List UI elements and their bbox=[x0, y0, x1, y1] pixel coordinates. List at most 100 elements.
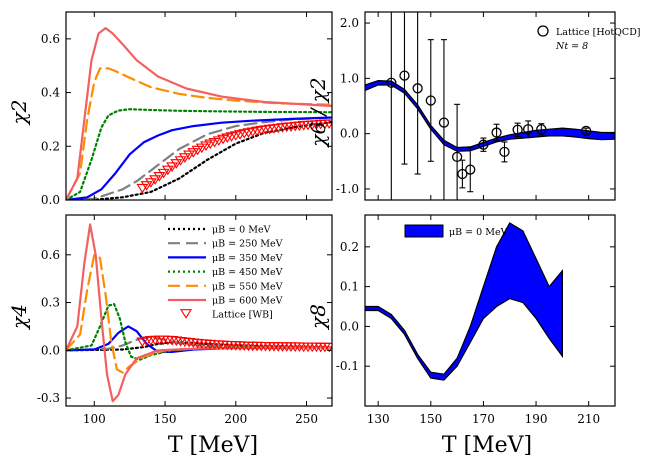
lattice-hotqcd-point bbox=[399, 70, 410, 81]
chi8-xtick-label: 170 bbox=[472, 412, 495, 426]
lattice-hotqcd-point bbox=[512, 124, 523, 135]
chi2-series-line bbox=[66, 108, 332, 200]
lattice-wb-marker bbox=[187, 148, 200, 158]
lattice-hotqcd-point bbox=[523, 124, 534, 135]
lattice-wb-marker bbox=[153, 172, 166, 182]
lattice-hotqcd-point bbox=[491, 127, 502, 138]
chi4-ytick-label: 0.6 bbox=[41, 248, 60, 262]
lattice-wb-marker bbox=[174, 156, 187, 166]
chi6-ytick-label: -1.0 bbox=[336, 182, 359, 196]
legend-label: μB = 450 MeV bbox=[212, 267, 283, 278]
lattice-wb-marker bbox=[140, 181, 153, 191]
chi8-xtick-label: 130 bbox=[367, 412, 390, 426]
chi8-ylabel: χ8 bbox=[306, 304, 330, 331]
x-axis-label-left: T [MeV] bbox=[168, 433, 258, 458]
chi4-ytick-label: 0.3 bbox=[41, 296, 60, 310]
chi4-xtick-label: 200 bbox=[224, 412, 247, 426]
chi2-series-line bbox=[66, 67, 332, 200]
lattice-hotqcd-point bbox=[412, 83, 423, 94]
chi2-series-line bbox=[66, 121, 332, 200]
lattice-wb-marker bbox=[149, 175, 162, 185]
chi6-plot-area bbox=[365, 12, 615, 200]
legend-label: μB = 0 MeV bbox=[212, 225, 271, 236]
lattice-wb-marker bbox=[183, 150, 196, 161]
chi6-lattice-hotqcd bbox=[386, 12, 592, 200]
chi8-ytick-label: 0.2 bbox=[340, 240, 359, 254]
chi8-plot-area bbox=[365, 222, 563, 381]
chi8-panel: -0.1 0.0 0.1 0.2 130 150 170 190 210 χ8 μB = 0 MeV bbox=[306, 214, 616, 426]
lattice-hotqcd-point bbox=[478, 139, 489, 150]
chi6-legend: Lattice [HotQCD] Nt = 8 bbox=[537, 25, 641, 52]
chi4-ytick-label: -0.3 bbox=[37, 391, 60, 405]
chi4-series-line bbox=[66, 253, 332, 374]
chi4-plot-area bbox=[66, 223, 332, 403]
chi2-ytick-label: 0.4 bbox=[41, 86, 60, 100]
lattice-hotqcd-point bbox=[499, 146, 510, 158]
lattice-wb-marker bbox=[166, 162, 179, 172]
legend-swatch bbox=[404, 224, 444, 238]
chi6-ylabel: χ6 / χ2 bbox=[306, 77, 330, 148]
chi4-xtick-label: 250 bbox=[295, 412, 318, 426]
lattice-hotqcd-point bbox=[386, 77, 397, 88]
chi2-ytick-label: 0.6 bbox=[41, 32, 60, 46]
lattice-hotqcd-point bbox=[457, 168, 468, 180]
chi2-ylabel: χ2 bbox=[7, 100, 31, 127]
lattice-wb-marker bbox=[136, 183, 149, 194]
chi4-series-line bbox=[66, 223, 332, 403]
chi2-lattice-wb-markers bbox=[136, 119, 332, 194]
chi8-ytick-label: 0.0 bbox=[340, 319, 359, 333]
chi8-band bbox=[365, 222, 563, 381]
legend-label: μB = 350 MeV bbox=[212, 253, 283, 264]
chi2-frame bbox=[65, 11, 333, 201]
chi4-series-line bbox=[66, 303, 332, 361]
chi4-legend: μB = 0 MeV μB = 250 MeV μB = 350 MeV μB = 4… bbox=[168, 225, 283, 321]
chi8-legend: μB = 0 MeV bbox=[404, 224, 508, 238]
chi6-ytick-label: 2.0 bbox=[340, 16, 359, 30]
lattice-hotqcd-point bbox=[536, 124, 547, 135]
chi2-ytick-label: 0.2 bbox=[41, 139, 60, 153]
x-axis-label-right: T [MeV] bbox=[442, 433, 532, 458]
chi8-ytick-label: -0.1 bbox=[336, 359, 359, 373]
chi6-band bbox=[365, 79, 615, 152]
lattice-wb-marker bbox=[170, 159, 183, 169]
lattice-wb-marker bbox=[178, 153, 191, 163]
legend-hotqcd-marker bbox=[537, 25, 549, 37]
lattice-wb-marker bbox=[144, 178, 157, 188]
lattice-hotqcd-point bbox=[465, 164, 476, 175]
legend-label: Lattice [WB] bbox=[212, 310, 273, 321]
legend-lattice-wb-marker bbox=[180, 309, 192, 319]
chi6-frame bbox=[364, 11, 616, 201]
chi8-xtick-label: 190 bbox=[525, 412, 548, 426]
lattice-hotqcd-point bbox=[580, 125, 592, 137]
chi6-ytick-label: 1.0 bbox=[340, 71, 359, 85]
legend-label: μB = 250 MeV bbox=[212, 239, 283, 250]
chi8-ytick-label: 0.1 bbox=[340, 280, 359, 294]
legend-note: Nt = 8 bbox=[555, 41, 588, 52]
chi8-frame bbox=[364, 214, 616, 407]
chi6-ytick-label: 0.0 bbox=[340, 127, 359, 141]
legend-label: μB = 550 MeV bbox=[212, 281, 283, 292]
legend-label: μB = 600 MeV bbox=[212, 296, 283, 307]
chi6-panel: -1.0 0.0 1.0 2.0 χ6 / χ2 Lattice [HotQCD] Nt =… bbox=[306, 11, 641, 201]
lattice-hotqcd-point bbox=[438, 117, 450, 128]
chi4-frame bbox=[65, 214, 333, 407]
chi8-xtick-label: 210 bbox=[577, 412, 600, 426]
lattice-wb-marker bbox=[157, 168, 170, 179]
chi2-series-line bbox=[66, 116, 332, 200]
chi4-ytick-label: 0.0 bbox=[41, 343, 60, 357]
chi2-series-line bbox=[66, 27, 332, 200]
chi4-lattice-wb-markers bbox=[136, 335, 332, 353]
legend-label: Lattice [HotQCD] bbox=[556, 27, 641, 38]
legend-label: μB = 0 MeV bbox=[449, 227, 508, 238]
lattice-hotqcd-point bbox=[451, 151, 463, 163]
chi4-ylabel: χ4 bbox=[7, 304, 31, 331]
chi2-ytick-label: 0.0 bbox=[41, 193, 60, 207]
lattice-hotqcd-point bbox=[425, 95, 436, 106]
chi2-panel: 0.0 0.2 0.4 0.6 χ2 bbox=[7, 11, 333, 207]
chi4-xtick-label: 150 bbox=[154, 412, 177, 426]
chi4-xtick-label: 100 bbox=[83, 412, 106, 426]
chi2-plot-area bbox=[66, 27, 332, 200]
lattice-wb-marker bbox=[161, 165, 174, 176]
